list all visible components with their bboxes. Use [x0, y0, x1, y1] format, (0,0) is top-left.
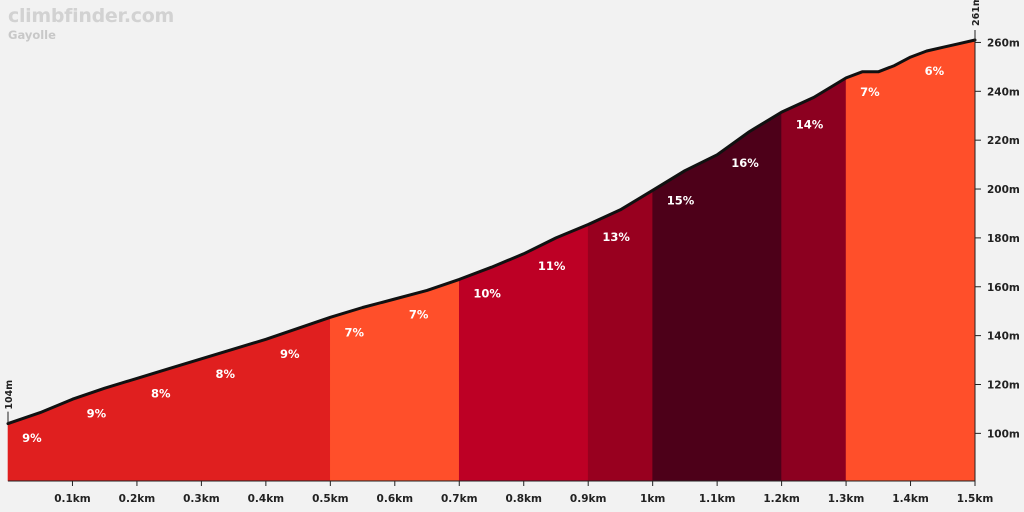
y-tick-label: 220m [987, 135, 1020, 147]
x-tick-label: 0.6km [377, 493, 414, 505]
x-tick-label: 1.4km [892, 493, 929, 505]
profile-outline [6, 38, 977, 426]
x-tick-label: 1.1km [699, 493, 736, 505]
x-tick-label: 0.9km [570, 493, 607, 505]
x-tick-label: 1.3km [828, 493, 865, 505]
gradient-label: 9% [87, 407, 107, 421]
end-elevation-label: 261m [971, 0, 982, 26]
x-tick-label: 0.8km [505, 493, 542, 505]
gradient-labels: 9% 9% 8% 8% 9% 7% 7% 10% 11% 13% 15% 16% 14% 7% 6% [22, 64, 945, 445]
gradient-label: 6% [925, 64, 945, 78]
x-axis: 0.1km 0.2km 0.3km 0.4km 0.5km 0.6km 0.7km 0.8km… [8, 480, 994, 505]
gradient-label: 7% [860, 85, 880, 99]
x-tick-label: 0.2km [119, 493, 156, 505]
gradient-segments [7, 39, 976, 482]
climb-name: Gayolle [8, 28, 56, 42]
y-tick-label: 120m [987, 379, 1020, 391]
gradient-label: 7% [409, 308, 429, 322]
gradient-label: 15% [667, 193, 695, 207]
y-tick-label: 200m [987, 184, 1020, 196]
gradient-segment [781, 77, 847, 482]
gradient-label: 16% [731, 156, 759, 170]
y-tick-label: 260m [987, 37, 1020, 49]
gradient-label: 8% [216, 367, 236, 381]
gradient-segment [845, 39, 976, 482]
gradient-label: 7% [344, 325, 364, 339]
y-tick-label: 240m [987, 86, 1020, 98]
elevation-end-labels: 104m 261m [4, 0, 982, 424]
gradient-label: 14% [796, 118, 824, 132]
x-tick-label: 1.5km [957, 493, 994, 505]
x-tick-label: 0.3km [183, 493, 220, 505]
x-tick-label: 0.7km [441, 493, 478, 505]
x-tick-label: 0.4km [248, 493, 285, 505]
gradient-label: 9% [280, 347, 300, 361]
y-tick-label: 180m [987, 233, 1020, 245]
x-tick-label: 0.5km [312, 493, 349, 505]
x-tick-label: 0.1km [54, 493, 91, 505]
y-axis: 100m 120m 140m 160m 180m 200m 220m 240m 260m [974, 30, 1020, 481]
gradient-label: 9% [22, 431, 42, 445]
y-tick-label: 160m [987, 282, 1020, 294]
gradient-label: 10% [473, 286, 501, 300]
gradient-segment [329, 278, 460, 482]
x-tick-label: 1km [640, 493, 665, 505]
start-elevation-label: 104m [4, 380, 15, 410]
gradient-label: 13% [602, 230, 630, 244]
site-logo-text: climbfinder.com [8, 5, 174, 27]
x-tick-label: 1.2km [763, 493, 800, 505]
gradient-label: 8% [151, 386, 171, 400]
gradient-segment [652, 111, 782, 482]
gradient-label: 11% [538, 259, 566, 273]
y-tick-label: 100m [987, 428, 1020, 440]
profile-line [6, 38, 977, 426]
y-tick-label: 140m [987, 331, 1020, 343]
gradient-segment [458, 224, 589, 482]
